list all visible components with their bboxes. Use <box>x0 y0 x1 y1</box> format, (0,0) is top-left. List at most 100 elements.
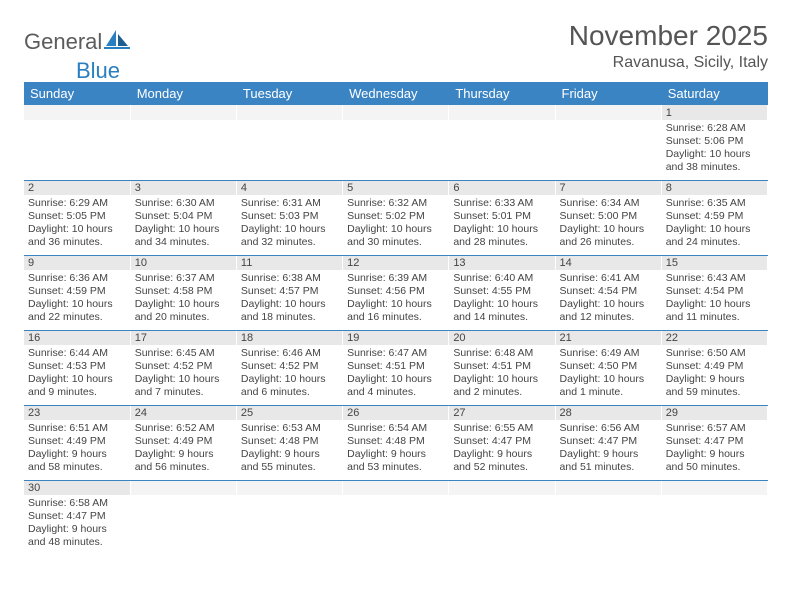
day-number-row: 30 <box>24 480 768 495</box>
daylight-line: Daylight: 9 hours and 52 minutes. <box>453 448 550 474</box>
sunset-line: Sunset: 5:03 PM <box>241 210 338 223</box>
day-cell: Sunrise: 6:37 AMSunset: 4:58 PMDaylight:… <box>130 270 236 330</box>
daylight-line: Daylight: 10 hours and 38 minutes. <box>666 148 763 174</box>
day-cell: Sunrise: 6:46 AMSunset: 4:52 PMDaylight:… <box>236 345 342 405</box>
day-number-cell: 22 <box>661 330 767 345</box>
day-cell: Sunrise: 6:51 AMSunset: 4:49 PMDaylight:… <box>24 420 130 480</box>
sunset-line: Sunset: 4:49 PM <box>28 435 126 448</box>
day-number-cell <box>661 480 767 495</box>
sunrise-line: Sunrise: 6:32 AM <box>347 197 444 210</box>
sunrise-line: Sunrise: 6:35 AM <box>666 197 763 210</box>
day-cell: Sunrise: 6:44 AMSunset: 4:53 PMDaylight:… <box>24 345 130 405</box>
sunset-line: Sunset: 4:47 PM <box>453 435 550 448</box>
day-number-cell <box>555 480 661 495</box>
daylight-line: Daylight: 10 hours and 9 minutes. <box>28 373 126 399</box>
day-number-cell: 26 <box>343 405 449 420</box>
day-cell <box>449 120 555 180</box>
daylight-line: Daylight: 9 hours and 51 minutes. <box>560 448 657 474</box>
day-number-row: 2345678 <box>24 180 768 195</box>
daylight-line: Daylight: 10 hours and 26 minutes. <box>560 223 657 249</box>
day-number-cell: 21 <box>555 330 661 345</box>
sunset-line: Sunset: 4:48 PM <box>347 435 444 448</box>
sunrise-line: Sunrise: 6:33 AM <box>453 197 550 210</box>
day-number-cell: 6 <box>449 180 555 195</box>
sunrise-line: Sunrise: 6:45 AM <box>135 347 232 360</box>
weekday-header: Thursday <box>449 82 555 105</box>
sunrise-line: Sunrise: 6:31 AM <box>241 197 338 210</box>
day-cell <box>130 495 236 555</box>
day-cell <box>555 495 661 555</box>
day-cell: Sunrise: 6:32 AMSunset: 5:02 PMDaylight:… <box>343 195 449 255</box>
daylight-line: Daylight: 10 hours and 28 minutes. <box>453 223 550 249</box>
logo-text-blue: Blue <box>76 58 120 83</box>
day-cell <box>555 120 661 180</box>
day-cell: Sunrise: 6:38 AMSunset: 4:57 PMDaylight:… <box>236 270 342 330</box>
day-number-cell: 14 <box>555 255 661 270</box>
day-number-cell: 1 <box>661 105 767 120</box>
day-number-cell: 16 <box>24 330 130 345</box>
day-number-cell <box>130 480 236 495</box>
day-cell <box>236 120 342 180</box>
day-number-cell: 11 <box>236 255 342 270</box>
day-number-cell: 8 <box>661 180 767 195</box>
daylight-line: Daylight: 9 hours and 53 minutes. <box>347 448 444 474</box>
day-number-cell: 29 <box>661 405 767 420</box>
daylight-line: Daylight: 10 hours and 4 minutes. <box>347 373 444 399</box>
day-number-cell <box>236 105 342 120</box>
day-number-cell: 23 <box>24 405 130 420</box>
sunset-line: Sunset: 5:06 PM <box>666 135 763 148</box>
day-cell: Sunrise: 6:48 AMSunset: 4:51 PMDaylight:… <box>449 345 555 405</box>
sunrise-line: Sunrise: 6:46 AM <box>241 347 338 360</box>
day-content-row: Sunrise: 6:36 AMSunset: 4:59 PMDaylight:… <box>24 270 768 330</box>
sunrise-line: Sunrise: 6:57 AM <box>666 422 763 435</box>
sunset-line: Sunset: 4:54 PM <box>560 285 657 298</box>
day-cell: Sunrise: 6:39 AMSunset: 4:56 PMDaylight:… <box>343 270 449 330</box>
day-cell: Sunrise: 6:55 AMSunset: 4:47 PMDaylight:… <box>449 420 555 480</box>
logo-text-general: General <box>24 29 102 55</box>
day-number-cell: 3 <box>130 180 236 195</box>
day-number-cell: 28 <box>555 405 661 420</box>
day-number-cell: 25 <box>236 405 342 420</box>
day-cell: Sunrise: 6:34 AMSunset: 5:00 PMDaylight:… <box>555 195 661 255</box>
sunrise-line: Sunrise: 6:54 AM <box>347 422 444 435</box>
day-cell: Sunrise: 6:35 AMSunset: 4:59 PMDaylight:… <box>661 195 767 255</box>
day-number-cell <box>449 480 555 495</box>
day-cell: Sunrise: 6:56 AMSunset: 4:47 PMDaylight:… <box>555 420 661 480</box>
sunrise-line: Sunrise: 6:36 AM <box>28 272 126 285</box>
sunset-line: Sunset: 4:52 PM <box>135 360 232 373</box>
day-number-cell <box>24 105 130 120</box>
sunrise-line: Sunrise: 6:44 AM <box>28 347 126 360</box>
sunrise-line: Sunrise: 6:39 AM <box>347 272 444 285</box>
daylight-line: Daylight: 9 hours and 59 minutes. <box>666 373 763 399</box>
sunset-line: Sunset: 4:52 PM <box>241 360 338 373</box>
logo-sail-icon <box>104 28 130 55</box>
day-cell <box>343 495 449 555</box>
sunset-line: Sunset: 4:47 PM <box>560 435 657 448</box>
day-content-row: Sunrise: 6:51 AMSunset: 4:49 PMDaylight:… <box>24 420 768 480</box>
daylight-line: Daylight: 10 hours and 34 minutes. <box>135 223 232 249</box>
daylight-line: Daylight: 9 hours and 55 minutes. <box>241 448 338 474</box>
daylight-line: Daylight: 10 hours and 11 minutes. <box>666 298 763 324</box>
day-number-cell: 10 <box>130 255 236 270</box>
day-number-cell: 12 <box>343 255 449 270</box>
day-number-cell: 2 <box>24 180 130 195</box>
day-number-cell <box>449 105 555 120</box>
day-cell: Sunrise: 6:36 AMSunset: 4:59 PMDaylight:… <box>24 270 130 330</box>
day-cell: Sunrise: 6:43 AMSunset: 4:54 PMDaylight:… <box>661 270 767 330</box>
day-number-cell: 9 <box>24 255 130 270</box>
sunrise-line: Sunrise: 6:40 AM <box>453 272 550 285</box>
sunrise-line: Sunrise: 6:28 AM <box>666 122 763 135</box>
sunset-line: Sunset: 4:56 PM <box>347 285 444 298</box>
weekday-header-row: Sunday Monday Tuesday Wednesday Thursday… <box>24 82 768 105</box>
sunset-line: Sunset: 4:47 PM <box>666 435 763 448</box>
day-number-cell <box>236 480 342 495</box>
day-cell: Sunrise: 6:50 AMSunset: 4:49 PMDaylight:… <box>661 345 767 405</box>
day-cell: Sunrise: 6:54 AMSunset: 4:48 PMDaylight:… <box>343 420 449 480</box>
sunset-line: Sunset: 4:54 PM <box>666 285 763 298</box>
daylight-line: Daylight: 10 hours and 32 minutes. <box>241 223 338 249</box>
day-cell <box>236 495 342 555</box>
weekday-header: Tuesday <box>236 82 342 105</box>
sunset-line: Sunset: 4:48 PM <box>241 435 338 448</box>
weekday-header: Monday <box>130 82 236 105</box>
day-number-cell: 24 <box>130 405 236 420</box>
